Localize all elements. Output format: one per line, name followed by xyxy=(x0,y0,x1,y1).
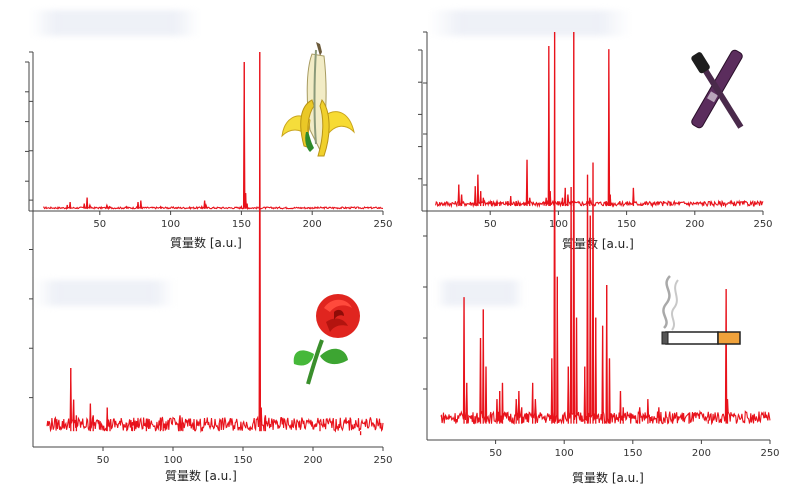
x-tick-label: 50 xyxy=(484,219,497,230)
chart-panel-rose: 50 100 150 200 250 質量数 [a.u.] xyxy=(0,51,400,497)
x-axis-label: 質量数 [a.u.] xyxy=(170,236,242,250)
x-tick-label: 200 xyxy=(692,448,711,459)
chart-title-redacted xyxy=(35,280,175,306)
spectrum-line xyxy=(46,51,384,433)
x-tick-label: 250 xyxy=(753,219,772,230)
x-axis-label: 質量数 [a.u.] xyxy=(165,469,237,483)
chart-panel-cigarette: 50 100 150 200 250 質量数 [a.u.] xyxy=(400,31,800,497)
x-tick-label: 100 xyxy=(549,219,568,230)
x-tick-label: 250 xyxy=(373,219,392,230)
x-tick-label: 150 xyxy=(617,219,636,230)
x-tick-label: 150 xyxy=(623,448,642,459)
x-tick-label: 50 xyxy=(93,219,106,230)
x-tick-label: 150 xyxy=(232,219,251,230)
spectrum-line xyxy=(43,61,384,211)
x-tick-label: 200 xyxy=(685,219,704,230)
rose-icon xyxy=(290,290,370,385)
x-tick-label: 100 xyxy=(161,219,180,230)
chart-title-redacted xyxy=(30,10,200,36)
mass-spectrum-chart-cigarette: 50 100 150 200 250 xyxy=(423,31,780,459)
mascara-icon xyxy=(682,34,752,144)
x-axis-label: 質量数 [a.u.] xyxy=(562,237,634,251)
cigarette-icon xyxy=(650,270,745,350)
chart-panel-banana: 50 100 150 200 250 質量数 [a.u.] xyxy=(0,0,400,250)
chart-panel-mascara: 50 100 150 200 250 質量数 [a.u.] xyxy=(400,0,800,251)
x-tick-label: 250 xyxy=(373,455,392,466)
x-tick-label: 50 xyxy=(97,455,110,466)
x-tick-label: 250 xyxy=(760,448,779,459)
chart-title-redacted xyxy=(435,280,525,306)
x-tick-label: 150 xyxy=(233,455,252,466)
chart-title-redacted xyxy=(430,10,630,36)
x-axis-label: 質量数 [a.u.] xyxy=(572,471,644,485)
x-tick-label: 200 xyxy=(303,219,322,230)
banana-icon xyxy=(276,40,356,160)
x-tick-label: 100 xyxy=(163,455,182,466)
x-tick-label: 50 xyxy=(489,448,502,459)
spectrum-line xyxy=(440,31,771,426)
mass-spectrum-chart-rose: 50 100 150 200 250 xyxy=(29,51,393,466)
mass-spectrum-chart-banana: 50 100 150 200 250 xyxy=(25,61,393,230)
x-tick-label: 100 xyxy=(555,448,574,459)
x-tick-label: 200 xyxy=(303,455,322,466)
spectrum-line xyxy=(435,45,764,209)
